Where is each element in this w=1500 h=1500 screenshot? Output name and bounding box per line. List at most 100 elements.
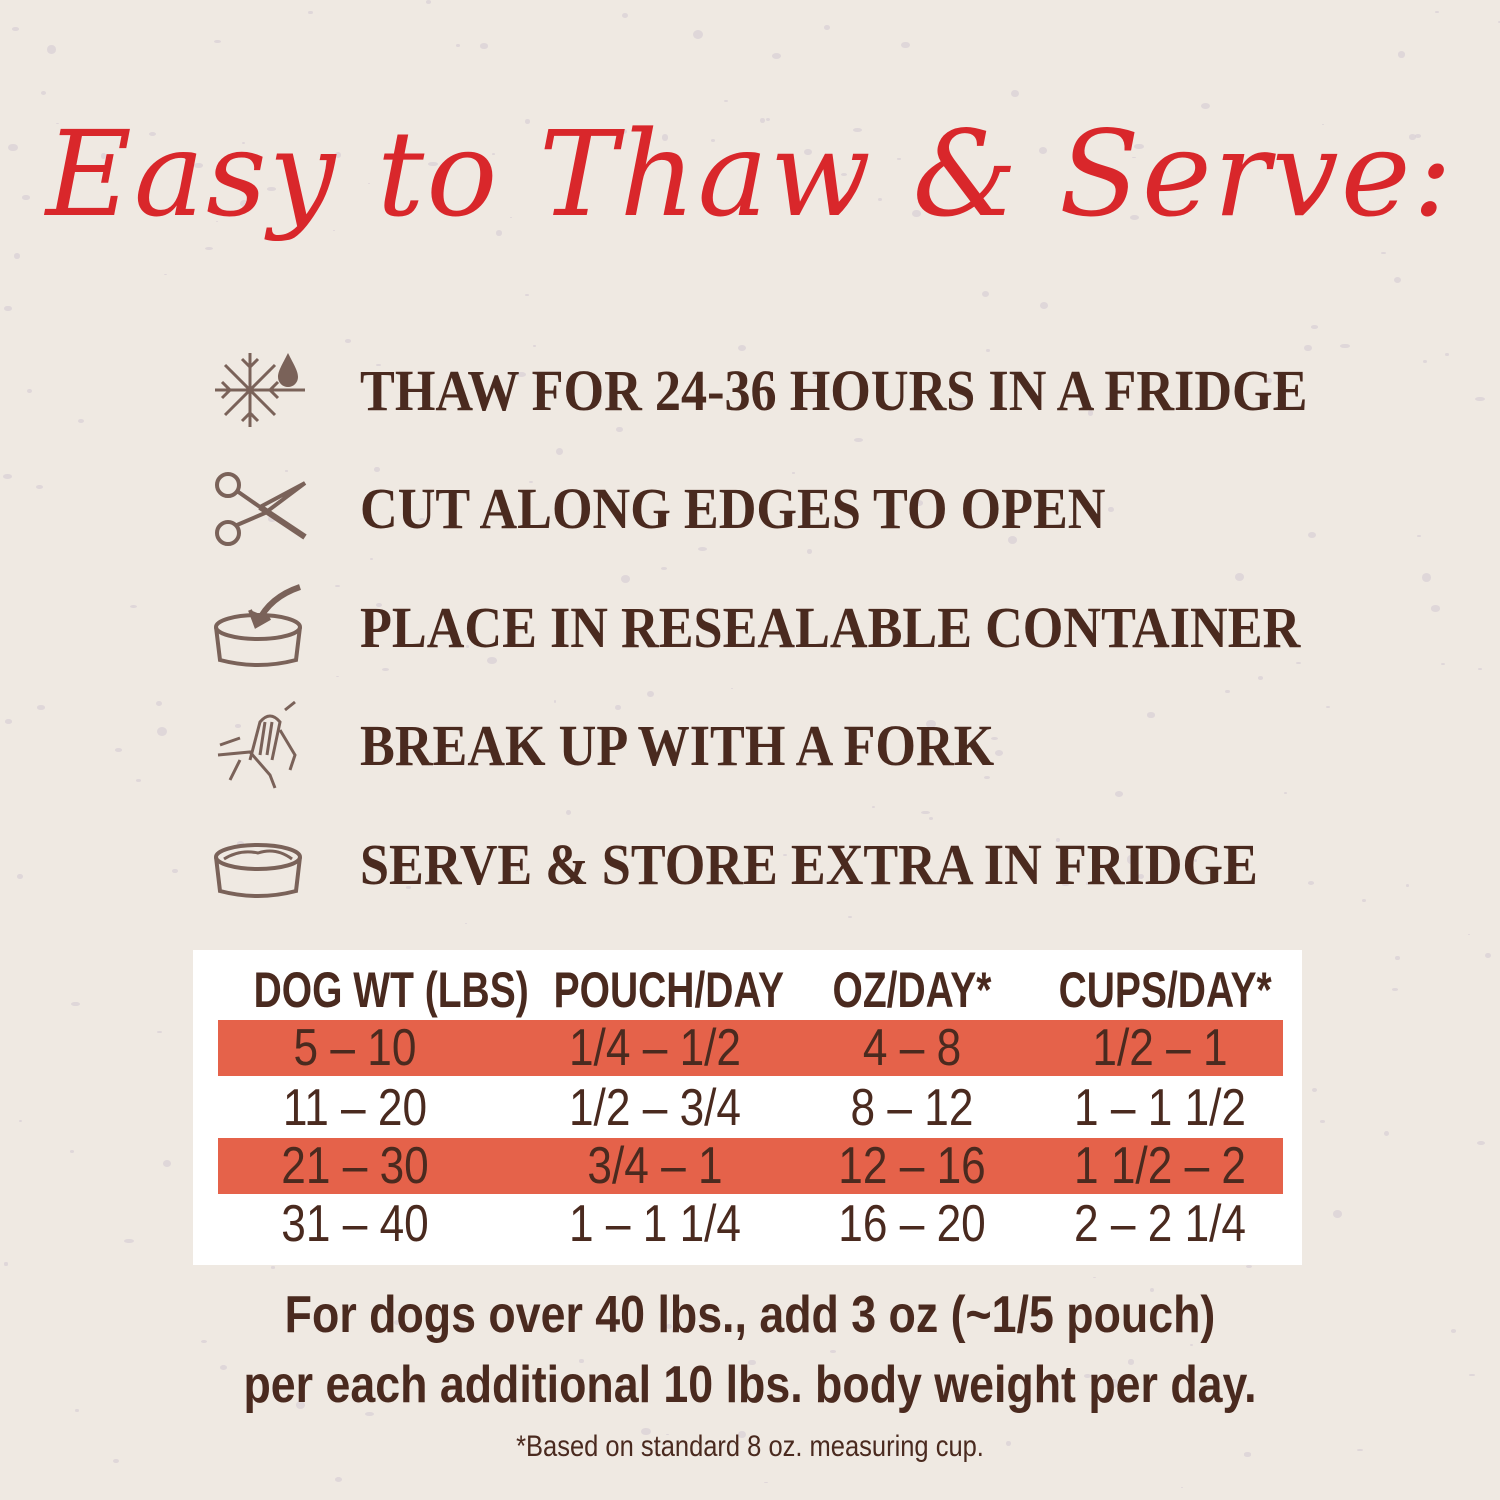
- speck: [4, 1262, 8, 1266]
- speck: [1257, 676, 1264, 680]
- speck: [525, 119, 530, 125]
- speck: [369, 558, 374, 561]
- speck: [46, 45, 56, 54]
- speck: [553, 700, 556, 703]
- speck: [1087, 410, 1094, 417]
- speck: [368, 183, 371, 185]
- speck: [100, 153, 107, 159]
- speck: [495, 230, 502, 236]
- speck: [711, 138, 716, 142]
- speck: [1007, 535, 1018, 544]
- feeding-table: DOG WT (LBS) POUCH/DAY OZ/DAY* CUPS/DAY*…: [193, 950, 1302, 1265]
- table-row: 5 – 10 1/4 – 1/2 4 – 8 1/2 – 1: [218, 1020, 1283, 1076]
- speck: [764, 1481, 768, 1484]
- speck: [759, 117, 766, 123]
- speck: [172, 868, 178, 873]
- speck: [579, 1358, 584, 1363]
- speck: [1181, 1486, 1184, 1488]
- speck: [804, 148, 812, 156]
- speck: [1134, 143, 1144, 150]
- speck: [1243, 1452, 1252, 1457]
- table-cell: 21 – 30: [281, 1137, 429, 1195]
- speck: [1326, 706, 1331, 709]
- speck: [1476, 1140, 1486, 1146]
- speck: [1320, 1120, 1326, 1123]
- speck: [994, 749, 1004, 756]
- speck: [854, 437, 864, 443]
- speck: [295, 1401, 306, 1409]
- speck: [926, 719, 937, 728]
- speck: [418, 517, 425, 521]
- speck: [1395, 955, 1400, 960]
- speck: [848, 916, 853, 919]
- speck: [1311, 1088, 1317, 1093]
- speck: [1147, 712, 1155, 718]
- speck: [425, 0, 431, 4]
- speck: [806, 549, 813, 555]
- speck: [69, 1150, 74, 1154]
- step-label: THAW FOR 24-36 HOURS IN A FRIDGE: [360, 357, 1308, 423]
- speck: [555, 448, 563, 455]
- speck: [365, 1411, 374, 1416]
- speck: [724, 99, 729, 102]
- speck: [527, 520, 531, 523]
- table-cell: 1 1/2 – 2: [1073, 1137, 1247, 1195]
- table-cell: 31 – 40: [281, 1195, 429, 1253]
- speck: [911, 209, 921, 218]
- speck: [334, 585, 341, 588]
- header-dog-weight: DOG WT (LBS): [253, 962, 529, 1018]
- speck: [17, 874, 23, 879]
- speck: [1423, 360, 1427, 364]
- speck: [1246, 1264, 1253, 1268]
- table-cell: 3/4 – 1: [587, 1137, 723, 1195]
- note-line-1: For dogs over 40 lbs., add 3 oz (~1/5 po…: [284, 1286, 1216, 1344]
- header-cups-day: CUPS/DAY*: [1058, 962, 1272, 1018]
- speck: [1038, 147, 1048, 155]
- step-thaw: THAW FOR 24-36 HOURS IN A FRIDGE: [210, 340, 1307, 440]
- speck: [576, 130, 584, 134]
- speck: [1092, 1276, 1096, 1278]
- speck: [748, 1359, 756, 1366]
- speck: [135, 779, 141, 783]
- speck: [381, 667, 389, 671]
- speck: [492, 152, 496, 155]
- speck: [1405, 884, 1410, 888]
- container-arrow-icon: [214, 584, 302, 667]
- table-row: 11 – 20 1/2 – 3/4 8 – 12 1 – 1 1/2: [218, 1080, 1283, 1136]
- filled-bowl-icon: [214, 843, 302, 898]
- speck: [1414, 134, 1421, 138]
- speck: [219, 1364, 227, 1370]
- speck: [375, 603, 382, 608]
- speck: [984, 776, 990, 779]
- speck: [11, 27, 19, 31]
- speck: [640, 1427, 651, 1436]
- speck: [124, 1238, 135, 1244]
- speck: [1417, 534, 1422, 538]
- speck: [487, 657, 498, 665]
- speck: [213, 39, 221, 44]
- speck: [516, 371, 526, 377]
- speck: [465, 645, 469, 648]
- speck: [958, 401, 967, 407]
- speck: [897, 158, 901, 160]
- speck: [1129, 214, 1140, 221]
- step-label: CUT ALONG EDGES TO OPEN: [360, 475, 1106, 541]
- speck: [479, 43, 488, 49]
- step-serve: SERVE & STORE EXTRA IN FRIDGE: [210, 814, 1258, 914]
- speck: [1201, 102, 1211, 109]
- speck: [901, 41, 910, 49]
- speck: [204, 246, 214, 251]
- table-cell: 1/2 – 1: [1092, 1019, 1228, 1077]
- speck: [7, 143, 18, 152]
- speck: [1478, 668, 1482, 671]
- speck: [1010, 89, 1019, 97]
- fork-icon: [217, 700, 297, 789]
- speck: [236, 840, 245, 846]
- speck: [344, 339, 351, 343]
- speck: [1380, 251, 1387, 255]
- speck: [70, 1001, 80, 1007]
- speck: [56, 122, 60, 125]
- speck: [36, 705, 46, 711]
- speck: [791, 472, 796, 474]
- table-cell: 11 – 20: [282, 1079, 428, 1137]
